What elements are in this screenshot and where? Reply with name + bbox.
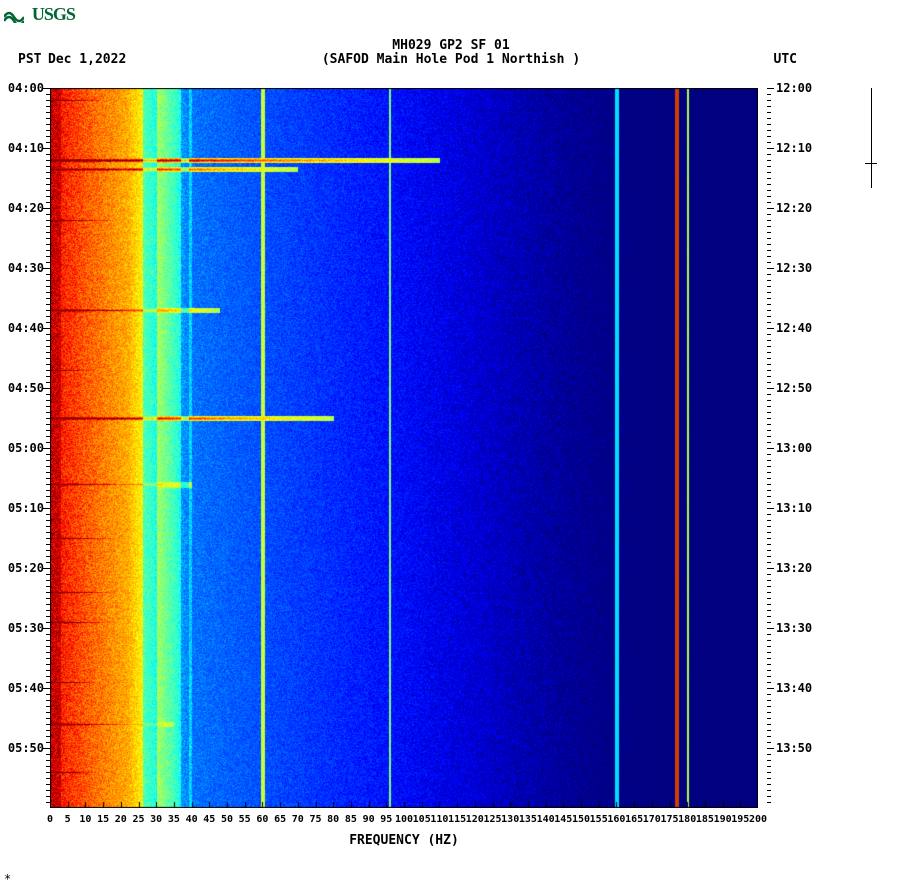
x-tick-label: 175: [660, 814, 678, 825]
x-tick-label: 75: [309, 814, 321, 825]
x-tick-label: 15: [97, 814, 109, 825]
y-right-tick-label: 12:00: [776, 81, 812, 95]
x-tick-label: 150: [572, 814, 590, 825]
y-right-tick-label: 13:30: [776, 621, 812, 635]
x-tick-label: 100: [395, 814, 413, 825]
date-label: Dec 1,2022: [48, 52, 126, 67]
y-axis-right-utc: 12:0012:1012:2012:3012:4012:5013:0013:10…: [772, 88, 842, 808]
x-tick-label: 105: [413, 814, 431, 825]
y-left-tick-label: 04:10: [8, 141, 44, 155]
extra-right-tick: [865, 163, 877, 164]
y-right-tick-label: 13:50: [776, 741, 812, 755]
utc-label: UTC: [774, 52, 797, 67]
x-axis-frequency: 0510152025303540455055606570758085909510…: [50, 812, 758, 832]
y-left-tick-label: 04:20: [8, 201, 44, 215]
chart-title-line2: (SAFOD Main Hole Pod 1 Northish ): [0, 52, 902, 67]
usgs-logo: USGS: [4, 4, 75, 25]
x-tick-label: 5: [65, 814, 71, 825]
spectrogram-canvas: [50, 88, 758, 808]
x-tick-label: 155: [590, 814, 608, 825]
y-right-tick-label: 13:00: [776, 441, 812, 455]
y-right-tick-label: 13:40: [776, 681, 812, 695]
x-tick-label: 145: [554, 814, 572, 825]
x-tick-label: 70: [292, 814, 304, 825]
footer-mark: *: [4, 872, 11, 886]
x-tick-label: 45: [203, 814, 215, 825]
x-tick-label: 65: [274, 814, 286, 825]
y-left-tick-label: 04:30: [8, 261, 44, 275]
x-tick-label: 190: [714, 814, 732, 825]
x-tick-label: 80: [327, 814, 339, 825]
x-tick-label: 170: [643, 814, 661, 825]
x-tick-label: 25: [132, 814, 144, 825]
y-left-tick-label: 04:50: [8, 381, 44, 395]
usgs-wave-icon: [4, 7, 24, 23]
x-tick-label: 160: [607, 814, 625, 825]
x-tick-label: 135: [519, 814, 537, 825]
y-left-tick-label: 05:40: [8, 681, 44, 695]
x-tick-label: 55: [239, 814, 251, 825]
x-tick-label: 195: [731, 814, 749, 825]
x-tick-label: 50: [221, 814, 233, 825]
x-tick-label: 90: [363, 814, 375, 825]
x-tick-label: 115: [448, 814, 466, 825]
chart-title-line1: MH029 GP2 SF 01: [0, 38, 902, 53]
y-left-tick-label: 04:00: [8, 81, 44, 95]
x-tick-label: 125: [483, 814, 501, 825]
x-tick-label: 165: [625, 814, 643, 825]
x-tick-label: 85: [345, 814, 357, 825]
y-right-tick-label: 13:10: [776, 501, 812, 515]
x-tick-label: 20: [115, 814, 127, 825]
y-axis-left-pst: 04:0004:1004:2004:3004:4004:5005:0005:10…: [0, 88, 48, 808]
spectrogram-plot-area: [50, 88, 758, 808]
x-tick-label: 0: [47, 814, 53, 825]
x-tick-label: 10: [79, 814, 91, 825]
y-left-tick-label: 05:30: [8, 621, 44, 635]
x-tick-label: 200: [749, 814, 767, 825]
x-tick-label: 140: [537, 814, 555, 825]
extra-right-axis: [871, 88, 872, 188]
pst-label: PST: [18, 52, 41, 67]
y-left-tick-label: 05:50: [8, 741, 44, 755]
x-tick-label: 95: [380, 814, 392, 825]
x-tick-label: 120: [466, 814, 484, 825]
x-tick-label: 185: [696, 814, 714, 825]
x-tick-label: 180: [678, 814, 696, 825]
x-tick-label: 130: [501, 814, 519, 825]
y-left-tick-label: 05:20: [8, 561, 44, 575]
x-axis-label: FREQUENCY (HZ): [50, 833, 758, 848]
y-right-tick-label: 12:10: [776, 141, 812, 155]
y-right-tick-label: 12:40: [776, 321, 812, 335]
y-left-tick-label: 05:00: [8, 441, 44, 455]
y-right-tick-label: 13:20: [776, 561, 812, 575]
x-tick-label: 40: [186, 814, 198, 825]
y-left-tick-label: 04:40: [8, 321, 44, 335]
y-right-tick-label: 12:30: [776, 261, 812, 275]
x-tick-label: 60: [256, 814, 268, 825]
x-tick-label: 110: [430, 814, 448, 825]
x-tick-label: 30: [150, 814, 162, 825]
usgs-logo-text: USGS: [32, 4, 75, 24]
y-axis-right-ticks: [767, 88, 772, 808]
y-right-tick-label: 12:20: [776, 201, 812, 215]
y-left-tick-label: 05:10: [8, 501, 44, 515]
y-right-tick-label: 12:50: [776, 381, 812, 395]
x-tick-label: 35: [168, 814, 180, 825]
